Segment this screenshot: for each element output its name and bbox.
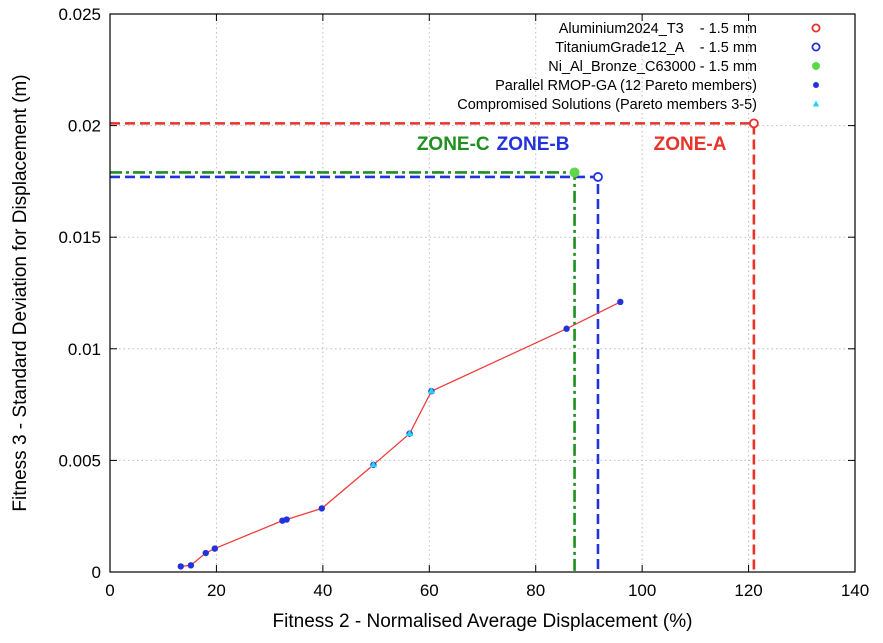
pareto-front-line [180,301,621,568]
material-marker [569,167,580,178]
x-axis-title: Fitness 2 - Normalised Average Displacem… [273,611,693,632]
zone-label: ZONE-C [417,134,490,155]
grid-lines [110,14,855,572]
pareto-point [318,505,325,512]
legend-label: Compromised Solutions (Pareto members 3-… [457,97,757,113]
x-tick-label: 0 [105,581,114,600]
x-tick-label: 120 [734,581,762,600]
pareto-point [177,563,184,570]
zone-label: ZONE-B [497,134,570,155]
y-tick-label: 0.005 [58,451,101,470]
pareto-point [617,298,624,306]
legend-marker [812,62,820,70]
x-tick-label: 80 [526,581,545,600]
y-tick-label: 0 [92,563,101,582]
legend-marker [811,42,821,52]
material-marker [593,172,603,182]
x-tick-label: 140 [841,581,869,600]
legend-label: Aluminium2024_T3 - 1.5 mm [559,21,757,37]
material-reference-lines [110,118,759,572]
pareto-front-series [177,298,624,570]
pareto-point [563,325,570,332]
axis-ticks: 0 20 40 60 80 100 120 140 0 0.005 0.01 0.015 0.02 0.0… [58,5,869,600]
legend: Aluminium2024_T3 - 1.5 mm TitaniumGrade12… [457,21,821,113]
legend-label: Parallel RMOP-GA (12 Pareto members) [495,78,757,94]
legend-marker [811,23,821,33]
x-tick-label: 100 [628,581,656,600]
pareto-point [211,545,219,552]
x-tick-label: 20 [207,581,226,600]
reference-line [110,122,756,572]
y-tick-label: 0.025 [58,5,101,24]
zone-labels: ZONE-C ZONE-B ZONE-A [417,134,727,155]
zone-label: ZONE-A [654,134,727,155]
pareto-point [202,549,209,557]
legend-label: Ni_Al_Bronze_C63000 - 1.5 mm [548,59,757,75]
pareto-point [283,516,290,523]
y-tick-label: 0.015 [58,228,101,247]
x-tick-label: 40 [313,581,332,600]
compromised-point [369,460,378,468]
pareto-point [187,562,195,569]
plot-frame [109,13,856,573]
legend-label: TitaniumGrade12_A - 1.5 mm [555,40,757,56]
material-marker [748,118,759,129]
legend-marker [812,100,820,107]
y-tick-label: 0.02 [68,117,101,136]
reference-line [110,175,600,572]
y-axis-title: Fitness 3 - Standard Deviation for Displ… [10,74,31,511]
legend-marker [813,82,819,88]
compromised-point [427,387,436,394]
plot-border [109,13,856,573]
reference-line [110,171,576,572]
compromised-point [405,429,414,437]
y-tick-label: 0.01 [68,340,101,359]
x-tick-label: 60 [420,581,439,600]
